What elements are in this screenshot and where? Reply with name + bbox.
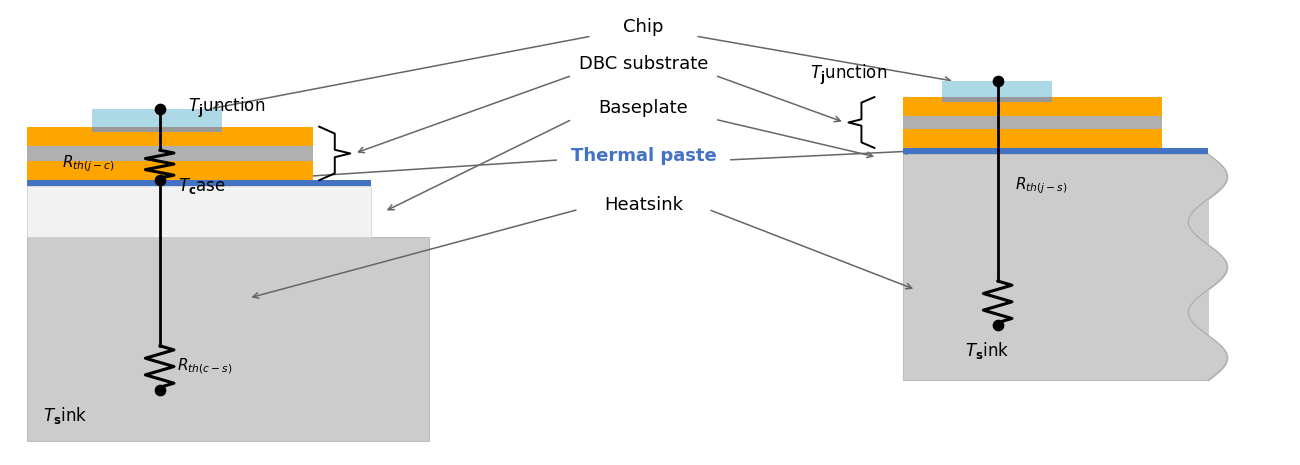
Point — [987, 78, 1008, 85]
Text: $R_{th(c-s)}$: $R_{th(c-s)}$ — [177, 357, 231, 376]
Point — [987, 321, 1008, 329]
Bar — [903, 97, 1162, 116]
Text: $T_\mathbf{j}$unction: $T_\mathbf{j}$unction — [810, 62, 887, 86]
Text: $T_\mathbf{s}$ink: $T_\mathbf{s}$ink — [43, 405, 87, 425]
Text: $R_{th(j-c)}$: $R_{th(j-c)}$ — [62, 154, 116, 174]
Text: Heatsink: Heatsink — [604, 196, 682, 214]
Text: $T_\mathbf{j}$unction: $T_\mathbf{j}$unction — [188, 96, 265, 120]
Bar — [27, 237, 429, 440]
Bar — [27, 161, 313, 180]
Bar — [27, 180, 370, 186]
Bar — [27, 126, 313, 146]
Bar — [942, 97, 1052, 102]
Text: Baseplate: Baseplate — [598, 99, 689, 117]
Text: Thermal paste: Thermal paste — [571, 147, 716, 165]
Point — [150, 177, 170, 184]
Point — [150, 106, 170, 113]
Bar — [903, 154, 1208, 380]
Text: $T_\mathbf{s}$ink: $T_\mathbf{s}$ink — [965, 340, 1010, 361]
Text: DBC substrate: DBC substrate — [578, 55, 708, 73]
Bar — [942, 81, 1052, 97]
Text: Chip: Chip — [623, 18, 664, 36]
Point — [150, 386, 170, 393]
Bar — [92, 109, 222, 126]
Text: $T_\mathbf{c}$ase: $T_\mathbf{c}$ase — [178, 176, 225, 196]
Bar — [903, 116, 1162, 129]
Bar — [27, 186, 370, 237]
Bar — [92, 126, 222, 132]
Bar — [27, 146, 313, 161]
Text: $R_{th(j-s)}$: $R_{th(j-s)}$ — [1014, 175, 1067, 196]
Bar — [903, 129, 1162, 148]
Bar — [903, 148, 1208, 154]
